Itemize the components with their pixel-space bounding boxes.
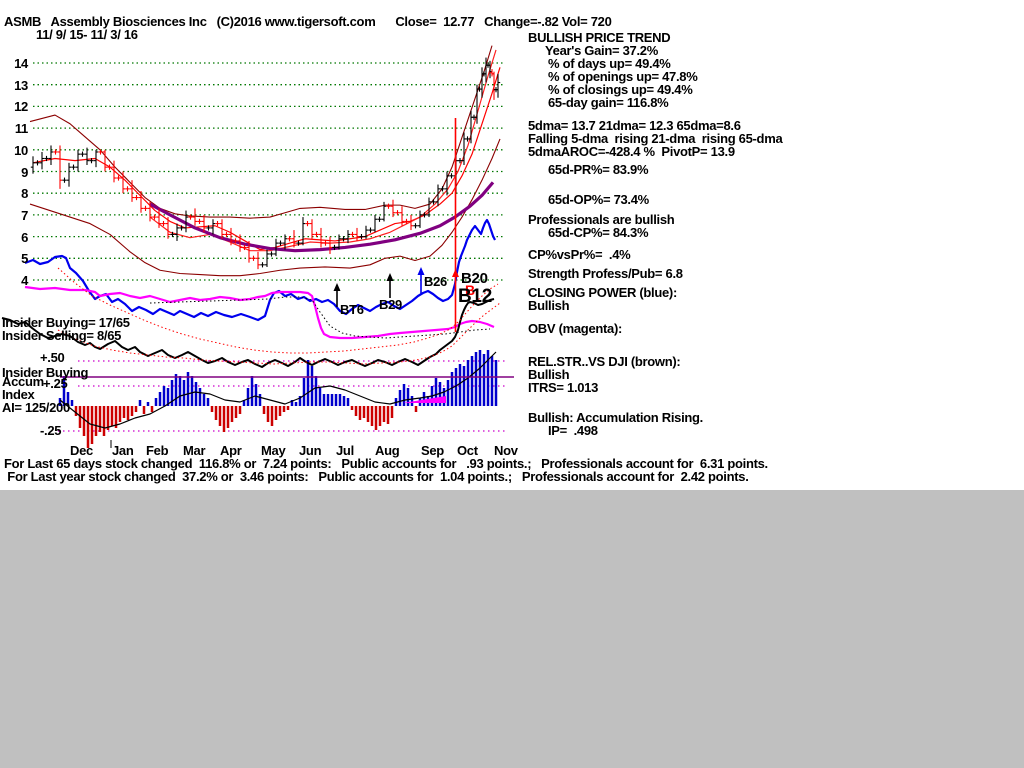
right-panel-line: 65d-CP%= 84.3% [548,225,649,240]
right-panel-line: Bullish: Accumulation Rising. [528,410,703,425]
x-axis-month-label: Jan [112,443,134,458]
y-axis-label: 10 [14,142,28,158]
y-axis-label: 5 [21,251,28,267]
right-panel-line: % of days up= 49.4% [548,56,671,71]
right-panel-line: CLOSING POWER (blue): [528,285,677,300]
y-axis-label: 7 [21,207,28,223]
y-axis-label: 13 [14,77,28,93]
chart-paper [0,0,1024,490]
signal-label: B12 [458,286,492,307]
right-panel-line: Year's Gain= 37.2% [545,43,658,58]
x-axis-month-label: May [261,443,286,458]
indicator-label: -.25 [40,423,62,438]
right-panel-line: ITRS= 1.013 [528,380,599,395]
indicator-label: Index [2,387,35,402]
signal-label: B20 [461,270,488,287]
right-panel-line: Bullish [528,298,570,313]
x-axis-month-label: Aug [375,443,400,458]
indicator-label: +.25 [43,376,68,391]
y-axis-label: 6 [21,229,28,245]
indicator-label: AI= 125/200 [2,400,70,415]
y-axis-label: 9 [21,164,28,180]
indicator-label: Insider Selling= 8/65 [2,328,122,343]
right-panel-line: % of openings up= 47.8% [548,69,698,84]
footer-line-1: For Last 65 days stock changed 116.8% or… [4,456,768,471]
right-panel-line: OBV (magenta): [528,321,623,336]
x-axis-month-label: Nov [494,443,518,458]
right-panel-line: 65d-OP%= 73.4% [548,192,649,207]
signal-label: BT6 [340,302,364,317]
right-panel-line: Falling 5-dma rising 21-dma rising 65-dm… [528,131,783,146]
right-panel-line: Professionals are bullish [528,212,675,227]
stock-chart-canvas [1,45,514,448]
right-panel-line: Bullish [528,367,570,382]
indicator-label: Accum [2,374,44,389]
x-axis-month-label: Oct [457,443,478,458]
y-axis-label: 11 [14,121,28,137]
x-axis-month-label: Jun [299,443,322,458]
y-axis-label: 12 [14,99,28,115]
right-panel-line: IP= .498 [548,423,598,438]
x-axis-month-label: Mar [183,443,206,458]
right-panel-line: % of closings up= 49.4% [548,82,693,97]
right-panel-line: 5dmaAROC=-428.4 % PivotP= 13.9 [528,144,735,159]
signal-label: B [465,282,475,298]
date-range-label: 11/ 9/ 15- 11/ 3/ 16 [36,27,138,42]
y-axis-label: 8 [21,186,28,202]
y-axis-label: 4 [21,273,28,288]
indicator-label: +.50 [40,350,65,365]
x-axis-month-label: Feb [146,443,169,458]
footer-line-2: For Last year stock changed 37.2% or 3.4… [4,469,749,484]
signal-label: B26 [424,274,447,289]
x-axis-month-label: Dec [70,443,93,458]
x-axis-month-label: Apr [220,443,242,458]
right-panel-line: 65-day gain= 116.8% [548,95,669,110]
right-panel-line: 5dma= 13.7 21dma= 12.3 65dma=8.6 [528,118,741,133]
x-axis-month-label: Sep [421,443,444,458]
right-panel-line: Strength Profess/Pub= 6.8 [528,266,683,281]
right-panel-line: 65d-PR%= 83.9% [548,162,649,177]
y-axis-label: 14 [14,56,28,71]
window-title: ASMB Assembly Biosciences Inc (C)2016 ww… [4,14,612,29]
signal-label: B29 [379,297,402,312]
right-panel-line: REL.STR..VS DJI (brown): [528,354,681,369]
indicator-label: Insider Buying= 17/65 [2,315,130,330]
right-panel-line: BULLISH PRICE TREND [528,30,671,45]
indicator-label: Insider Buying [2,365,89,380]
x-axis-month-label: Jul [336,443,354,458]
right-panel-line: CP%vsPr%= .4% [528,247,631,262]
